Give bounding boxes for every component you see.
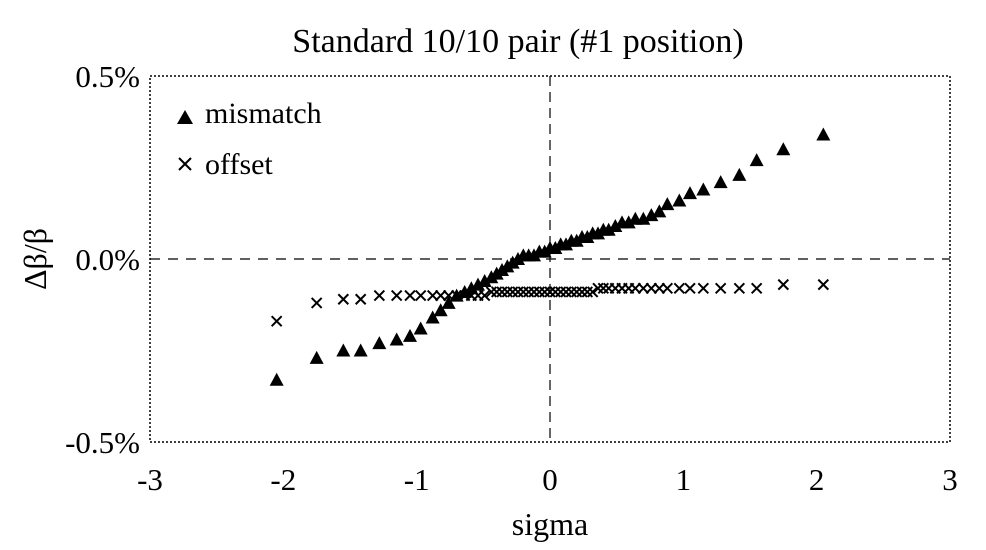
x-axis-label: sigma: [512, 506, 588, 542]
mismatch-point: [713, 175, 728, 189]
offset-point: [373, 289, 386, 302]
x-tick-label: -3: [137, 462, 163, 497]
chart-title: Standard 10/10 pair (#1 position): [292, 23, 743, 60]
mismatch-point: [621, 215, 636, 229]
mismatch-point: [636, 211, 651, 225]
offset-point: [390, 289, 403, 302]
mismatch-point: [652, 204, 667, 218]
offset-point: [697, 282, 710, 294]
mismatch-point: [389, 332, 404, 346]
offset-point: [733, 282, 746, 294]
y-tick-label: 0.0%: [75, 242, 140, 277]
mismatch-point: [749, 153, 764, 167]
legend-triangle-icon: [177, 110, 193, 124]
legend-cross-icon: [178, 157, 192, 171]
mismatch-point: [644, 208, 659, 222]
mismatch-point: [776, 142, 791, 156]
offset-point: [684, 282, 696, 294]
offset-point: [522, 286, 535, 298]
mismatch-point: [403, 328, 417, 342]
offset-point: [750, 282, 763, 294]
mismatch-point: [353, 343, 368, 357]
legend-label-offset: offset: [205, 148, 273, 181]
offset-point: [354, 293, 367, 305]
offset-point: [414, 289, 427, 302]
offset-point: [310, 297, 323, 309]
mismatch-point: [732, 167, 747, 181]
mismatch-point: [336, 343, 351, 357]
offset-point: [496, 286, 508, 298]
x-tick-label: 0: [542, 462, 558, 497]
offset-point: [565, 286, 578, 298]
offset-point: [533, 286, 546, 298]
mismatch-point: [608, 219, 623, 233]
legend: mismatch offset: [177, 97, 322, 181]
mismatch-point: [413, 321, 428, 335]
offset-point: [337, 293, 350, 305]
offset-point: [817, 278, 830, 291]
y-axis-label: Δβ/β: [17, 228, 53, 290]
x-axis-ticks: -3 -2 -1 0 1 2 3: [137, 462, 958, 497]
mismatch-point: [601, 222, 616, 236]
mismatch-point: [433, 303, 448, 317]
offset-point: [528, 286, 540, 298]
x-tick-label: -2: [270, 462, 296, 497]
mismatch-point: [672, 193, 687, 207]
offset-point: [592, 282, 604, 294]
mismatch-point: [372, 336, 387, 350]
offset-point: [554, 286, 567, 298]
offset-point: [777, 278, 790, 291]
mismatch-point: [696, 182, 711, 196]
mismatch-point: [269, 372, 284, 386]
offset-point: [478, 289, 491, 302]
offset-point: [538, 286, 551, 298]
x-tick-label: -1: [404, 462, 430, 497]
offset-point: [597, 282, 610, 294]
x-tick-label: 3: [942, 462, 958, 497]
x-tick-label: 1: [676, 462, 692, 497]
y-tick-label: -0.5%: [65, 425, 140, 460]
mismatch-point: [441, 295, 456, 309]
offset-point: [490, 286, 503, 298]
offset-point: [270, 315, 283, 327]
offset-point: [581, 286, 594, 298]
mismatch-point: [477, 273, 492, 287]
mismatch-point: [457, 284, 472, 298]
mismatch-point: [816, 127, 831, 141]
offset-point: [576, 286, 588, 298]
data-points: [269, 127, 831, 386]
offset-point: [501, 286, 514, 298]
x-tick-label: 2: [809, 462, 825, 497]
offset-point: [549, 286, 562, 298]
mismatch-point: [309, 350, 324, 364]
offset-point: [570, 286, 583, 298]
offset-point: [714, 282, 727, 294]
mismatch-point: [660, 197, 675, 211]
y-axis-ticks: -0.5% 0.0% 0.5%: [65, 59, 140, 460]
offset-point: [404, 289, 416, 302]
mismatch-point: [683, 186, 697, 200]
offset-point: [673, 282, 686, 294]
legend-label-mismatch: mismatch: [205, 97, 322, 130]
mismatch-point: [471, 277, 485, 291]
y-tick-label: 0.5%: [75, 59, 140, 94]
offset-point: [560, 286, 572, 298]
offset-point: [661, 282, 674, 294]
offset-point: [517, 286, 530, 298]
offset-point: [512, 286, 524, 298]
mismatch-point: [425, 310, 440, 324]
offset-point: [506, 286, 519, 298]
offset-point: [586, 286, 599, 298]
